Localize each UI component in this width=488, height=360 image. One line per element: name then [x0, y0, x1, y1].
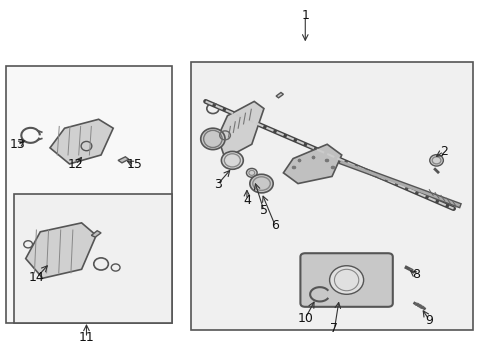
Text: 3: 3 — [213, 178, 221, 191]
Text: 6: 6 — [271, 219, 279, 232]
Text: 11: 11 — [79, 332, 94, 345]
Bar — [6, 66, 171, 323]
Polygon shape — [276, 93, 283, 98]
Polygon shape — [283, 144, 341, 184]
Polygon shape — [217, 102, 264, 158]
Bar — [14, 194, 171, 323]
Text: 14: 14 — [29, 271, 45, 284]
Text: 8: 8 — [411, 268, 419, 281]
Bar — [191, 62, 472, 330]
Text: 13: 13 — [10, 139, 25, 152]
Text: 1: 1 — [301, 9, 308, 22]
Polygon shape — [50, 119, 113, 164]
Text: 4: 4 — [243, 194, 250, 207]
Text: 9: 9 — [425, 314, 432, 327]
Polygon shape — [118, 157, 128, 163]
Text: 10: 10 — [297, 312, 313, 325]
Text: 2: 2 — [439, 145, 447, 158]
Ellipse shape — [329, 266, 363, 294]
Text: 7: 7 — [330, 323, 338, 336]
Polygon shape — [91, 231, 101, 237]
Ellipse shape — [201, 128, 224, 150]
Ellipse shape — [249, 174, 273, 193]
FancyBboxPatch shape — [300, 253, 392, 307]
Ellipse shape — [221, 152, 243, 169]
Ellipse shape — [429, 155, 443, 166]
Polygon shape — [26, 223, 96, 278]
Ellipse shape — [246, 168, 257, 177]
Ellipse shape — [81, 141, 92, 151]
Text: 15: 15 — [126, 158, 142, 171]
Text: 12: 12 — [68, 158, 83, 171]
Text: 5: 5 — [260, 204, 267, 217]
